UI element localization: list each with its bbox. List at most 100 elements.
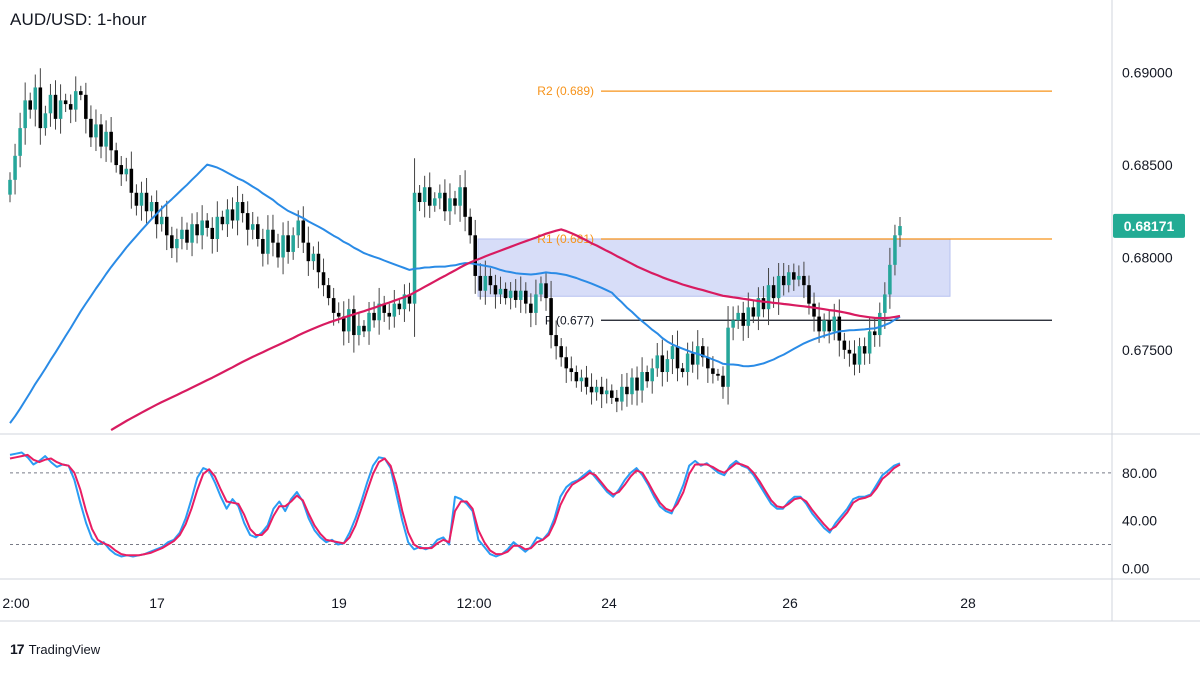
candle-body xyxy=(256,224,260,239)
candle-body xyxy=(478,275,483,291)
candle-body xyxy=(625,386,629,395)
candle-137 xyxy=(701,338,705,367)
candle-body xyxy=(609,390,614,398)
oscillator-tick-label: 80.00 xyxy=(1122,465,1157,481)
candle-21 xyxy=(114,142,118,173)
candle-170 xyxy=(867,317,872,364)
candle-100 xyxy=(513,279,518,308)
candle-body xyxy=(650,368,654,382)
candle-32 xyxy=(170,226,174,259)
candle-body xyxy=(508,290,513,299)
candle-body xyxy=(68,104,73,110)
candle-body xyxy=(473,235,477,276)
candle-123 xyxy=(630,368,634,405)
candle-60 xyxy=(311,246,316,270)
candle-body xyxy=(129,168,134,193)
candle-82 xyxy=(422,175,427,218)
chart-title: AUD/USD: 1-hour xyxy=(10,10,147,29)
candle-42 xyxy=(220,210,225,231)
candle-body xyxy=(878,312,882,336)
candle-114 xyxy=(584,365,589,395)
candle-body xyxy=(872,331,877,336)
candle-body xyxy=(827,320,831,332)
candle-body xyxy=(731,320,735,328)
candle-body xyxy=(433,198,437,206)
candle-141 xyxy=(721,366,725,399)
candle-body xyxy=(630,377,634,395)
candle-body xyxy=(640,372,644,391)
candle-body xyxy=(392,303,397,317)
candle-94 xyxy=(483,260,488,305)
candle-63 xyxy=(326,277,331,306)
candle-84 xyxy=(433,192,437,212)
price-tick-label: 0.68500 xyxy=(1122,157,1173,173)
candle-14 xyxy=(79,85,83,101)
candle-112 xyxy=(574,365,579,388)
candle-body xyxy=(200,220,204,236)
candle-81 xyxy=(417,185,422,212)
candle-body xyxy=(180,229,184,239)
candle-51 xyxy=(266,215,270,265)
candle-body xyxy=(458,187,462,206)
candle-67 xyxy=(347,298,351,344)
candle-61 xyxy=(316,241,321,289)
candle-body xyxy=(296,220,301,236)
candle-140 xyxy=(716,368,720,381)
candle-body xyxy=(341,316,346,332)
candle-68 xyxy=(352,295,356,353)
candle-body xyxy=(164,216,169,236)
candle-body xyxy=(43,113,48,129)
candle-90 xyxy=(463,170,467,232)
candle-44 xyxy=(230,197,235,229)
candle-body xyxy=(427,187,432,206)
candle-122 xyxy=(625,372,629,407)
candle-37 xyxy=(195,212,199,244)
candle-body xyxy=(448,198,452,212)
candle-body xyxy=(311,253,316,262)
oscillator-tick-label: 0.00 xyxy=(1122,560,1149,576)
candle-body xyxy=(670,346,675,360)
candle-121 xyxy=(620,374,624,411)
candle-body xyxy=(326,285,331,299)
candle-body xyxy=(94,124,98,138)
candle-119 xyxy=(609,384,614,404)
candle-96 xyxy=(493,274,498,309)
candle-body xyxy=(837,316,842,341)
candle-92 xyxy=(473,219,477,294)
time-tick-label: 17 xyxy=(149,595,165,611)
candle-4 xyxy=(28,92,32,119)
candle-157 xyxy=(802,261,806,299)
candle-69 xyxy=(357,312,361,346)
price-tick-label: 0.68000 xyxy=(1122,249,1173,265)
candle-body xyxy=(266,229,270,254)
candle-89 xyxy=(458,175,462,222)
candle-body xyxy=(195,224,199,236)
candle-body xyxy=(124,168,129,175)
candle-43 xyxy=(225,199,230,237)
pivot-level-label-2: P (0.677) xyxy=(545,313,594,327)
candle-175 xyxy=(893,224,897,276)
candle-body xyxy=(862,346,867,354)
candle-body xyxy=(594,386,599,393)
candle-body xyxy=(321,272,326,286)
candle-body xyxy=(367,312,371,332)
candle-103 xyxy=(529,293,533,328)
candle-body xyxy=(690,353,695,365)
resistance-zone xyxy=(477,238,951,297)
candle-body xyxy=(802,275,806,286)
candle-body xyxy=(281,235,285,258)
candle-body xyxy=(387,312,392,317)
candle-54 xyxy=(281,222,285,275)
candle-33 xyxy=(175,228,179,263)
candle-128 xyxy=(655,343,660,377)
candle-body xyxy=(306,242,311,262)
candle-body xyxy=(84,94,88,119)
candle-body xyxy=(73,91,78,110)
candle-body xyxy=(79,91,83,95)
candle-22 xyxy=(119,156,124,186)
candle-body xyxy=(807,285,811,304)
candle-body xyxy=(28,100,32,110)
candle-body xyxy=(38,87,43,129)
candle-66 xyxy=(341,301,346,346)
